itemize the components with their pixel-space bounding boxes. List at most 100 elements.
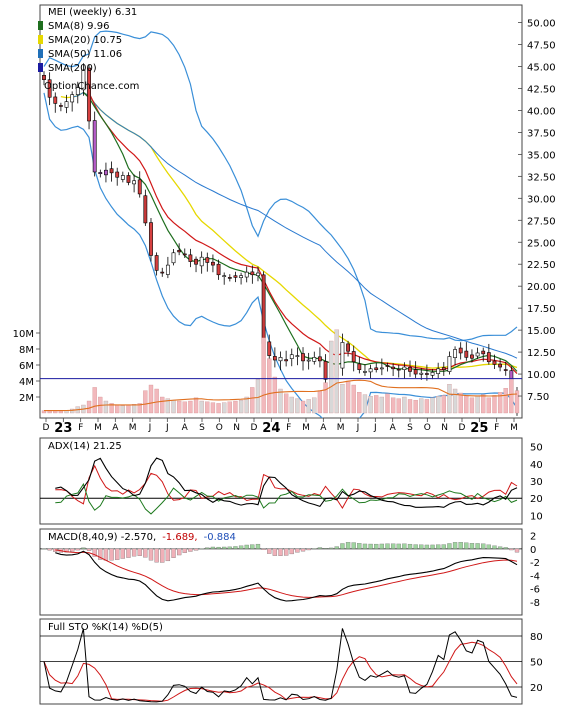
volume-bar <box>492 395 497 414</box>
x-tick-label: N <box>233 423 240 433</box>
macd-histogram-bar <box>458 542 463 549</box>
volume-bar <box>452 388 458 414</box>
adx-tick-label: 40 <box>530 460 543 471</box>
macd-histogram-bar <box>103 548 109 561</box>
adx-tick-label: 50 <box>530 443 543 454</box>
volume-bar <box>148 384 154 414</box>
volume-bar <box>193 397 199 414</box>
macd-histogram-bar <box>272 548 278 556</box>
adx-panel <box>39 437 523 525</box>
x-tick-label: J <box>373 423 377 433</box>
volume-bar <box>464 395 469 414</box>
candle-body <box>385 365 390 367</box>
x-tick-label: F <box>78 423 83 433</box>
macd-histogram-bar <box>312 548 317 550</box>
volume-bar <box>497 392 503 414</box>
candle-body <box>216 263 221 276</box>
macd-histogram-bar <box>390 543 396 549</box>
x-tick-label: S <box>199 423 205 433</box>
volume-bar <box>385 393 390 414</box>
macd-histogram-bar <box>413 544 418 549</box>
bollinger-upper <box>43 30 518 342</box>
macd-histogram-bar <box>430 544 435 549</box>
sto-tick-label: 50 <box>530 658 543 669</box>
volume-bar <box>227 401 232 414</box>
volume-bar <box>295 398 300 414</box>
macd-histogram-bar <box>131 548 137 557</box>
price-tick-label: 40.00 <box>527 106 556 117</box>
sma8-line <box>82 92 518 372</box>
legend-sma50: SMA(50) 11.06 <box>48 49 122 60</box>
volume-bar <box>469 397 475 414</box>
candle-body <box>306 359 311 362</box>
candle-body <box>301 353 305 362</box>
volume-bar <box>176 400 182 414</box>
candle-body <box>312 357 317 362</box>
macd-histogram-bar <box>396 543 401 549</box>
macd-histogram-bar <box>244 544 249 549</box>
candle-body <box>470 354 474 359</box>
macd-histogram-bar <box>475 543 480 549</box>
macd-histogram-bar <box>424 544 430 549</box>
volume-bar <box>481 394 486 414</box>
volume-bar <box>70 408 75 414</box>
x-tick-label: A <box>390 423 397 433</box>
candle-body <box>486 352 491 363</box>
volume-bar <box>109 403 114 414</box>
macd-histogram-bar <box>385 543 390 549</box>
macd-histogram-bar <box>351 542 356 549</box>
volume-bar <box>210 402 216 414</box>
macd-histogram-bar <box>329 547 334 549</box>
price-tick-label: 50.00 <box>527 19 556 30</box>
x-tick-label: 23 <box>54 421 72 436</box>
volume-bar <box>503 388 508 414</box>
macd-histogram-bar <box>154 548 159 563</box>
price-tick-label: 20.00 <box>527 282 556 293</box>
macd-histogram-bar <box>317 547 323 549</box>
candle-body <box>363 371 367 373</box>
candle-body <box>222 275 227 277</box>
macd-histogram-bar <box>514 548 520 553</box>
macd-histogram-bar <box>143 548 148 558</box>
candle-body <box>267 341 272 356</box>
macd-histogram-bar <box>81 547 86 549</box>
macd-histogram-bar <box>452 542 458 549</box>
legend-sma8: SMA(8) 9.96 <box>48 21 109 32</box>
x-tick-label: 25 <box>470 421 488 436</box>
macd-histogram-bar <box>503 547 508 549</box>
x-tick-label: J <box>148 423 152 433</box>
candle-body <box>436 368 441 374</box>
candle-body <box>413 369 418 375</box>
candle-body <box>396 368 401 371</box>
macd-histogram-bar <box>357 543 362 549</box>
volume-bar <box>475 396 480 414</box>
macd-histogram-bar <box>115 548 120 560</box>
candle-body <box>284 359 289 362</box>
price-tick-label: 17.50 <box>527 304 556 315</box>
chart-title: MEI (weekly) 6.31 <box>48 7 137 18</box>
macd-histogram-bar <box>238 545 244 549</box>
macd-histogram-bar <box>98 548 103 560</box>
price-tick-label: 15.00 <box>527 326 556 337</box>
volume-average-line <box>44 379 518 412</box>
macd-histogram-bar <box>407 543 413 549</box>
candle-body <box>244 271 249 278</box>
volume-bar <box>272 376 278 414</box>
candle-body <box>126 175 131 183</box>
macd-line <box>55 550 518 602</box>
macd-histogram-bar <box>283 548 289 556</box>
macd-histogram-bar <box>261 548 266 550</box>
macd-histogram-bar <box>188 548 193 552</box>
macd-histogram-bar <box>481 543 486 549</box>
macd-histogram-bar <box>171 548 176 558</box>
volume-bar <box>419 398 424 414</box>
candle-body <box>250 271 255 276</box>
sto-title: Full STO %K(14) %D(5) <box>48 622 163 633</box>
macd-title-main: MACD(8,40,9) -2.570, <box>48 532 156 543</box>
macd-histogram-bar <box>148 548 154 561</box>
macd-histogram-bar <box>441 544 446 549</box>
candle-body <box>92 120 97 173</box>
sma50-line <box>72 91 518 359</box>
volume-bar <box>289 396 294 414</box>
candle-body <box>53 96 58 104</box>
